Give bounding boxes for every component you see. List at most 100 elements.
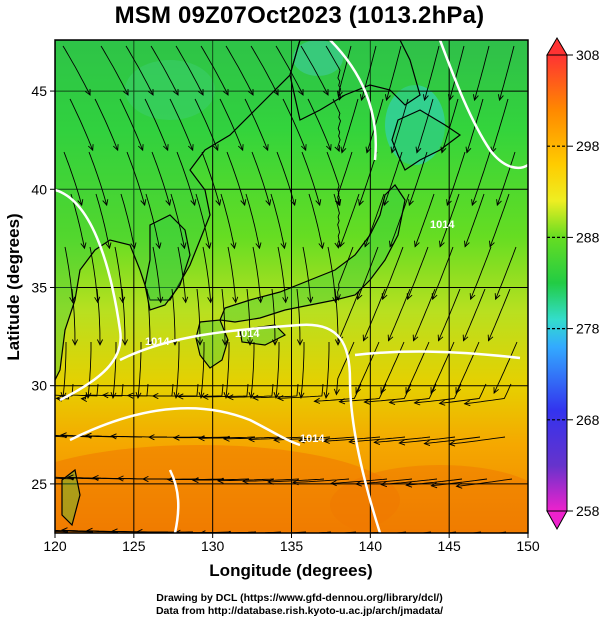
streamline-arrow bbox=[232, 296, 239, 304]
streamline bbox=[374, 436, 431, 443]
isobar-label: 1014 bbox=[300, 433, 325, 445]
streamline bbox=[495, 246, 517, 300]
streamline-arrow bbox=[48, 433, 54, 438]
streamline bbox=[175, 45, 204, 96]
streamline bbox=[270, 193, 285, 249]
streamline bbox=[449, 436, 506, 445]
streamline-arrow bbox=[318, 242, 325, 250]
streamline bbox=[399, 436, 456, 444]
streamline-arrow bbox=[137, 144, 144, 152]
streamline-arrow bbox=[358, 199, 364, 207]
streamline-arrow bbox=[469, 293, 476, 301]
streamline-arrow bbox=[359, 94, 366, 102]
streamline bbox=[55, 434, 93, 438]
streamline bbox=[226, 151, 246, 206]
streamline-arrow bbox=[448, 440, 456, 447]
streamline bbox=[125, 45, 154, 96]
streamline bbox=[202, 246, 212, 303]
streamline-arrow bbox=[255, 242, 262, 250]
streamline-arrow bbox=[199, 530, 206, 533]
streamline bbox=[126, 151, 146, 206]
streamline bbox=[275, 45, 304, 96]
streamline bbox=[439, 193, 460, 247]
streamline-arrow bbox=[334, 199, 341, 207]
streamline bbox=[491, 98, 509, 153]
streamline bbox=[246, 288, 251, 345]
streamline-arrow bbox=[110, 392, 117, 399]
streamline-arrow bbox=[123, 88, 129, 96]
streamline bbox=[100, 45, 129, 96]
streamline bbox=[424, 436, 481, 445]
streamline bbox=[488, 288, 511, 341]
streamline-arrow bbox=[362, 334, 369, 342]
streamline-arrow bbox=[91, 474, 99, 481]
streamline bbox=[71, 288, 76, 345]
streamline bbox=[220, 193, 235, 249]
streamline-arrow bbox=[205, 242, 212, 250]
streamline bbox=[341, 98, 359, 153]
streamline bbox=[62, 45, 91, 96]
streamline-arrow bbox=[165, 199, 172, 207]
streamline-arrow bbox=[408, 199, 414, 207]
streamline bbox=[170, 193, 185, 249]
streamline-arrow bbox=[187, 144, 194, 152]
streamline-arrow bbox=[226, 394, 234, 401]
streamline-arrow bbox=[151, 392, 159, 400]
credit-line-1: Drawing by DCL (https://www.gfd-dennou.o… bbox=[156, 592, 443, 604]
streamline-arrow bbox=[290, 199, 297, 207]
streamline-arrow bbox=[262, 144, 269, 152]
streamline-arrow bbox=[334, 339, 342, 346]
streamline bbox=[337, 246, 354, 301]
streamline-arrow bbox=[237, 144, 244, 152]
streamline bbox=[63, 151, 83, 206]
streamline bbox=[332, 98, 341, 152]
streamline bbox=[277, 383, 324, 399]
streamline-arrow bbox=[190, 199, 197, 207]
x-tick-label: 135 bbox=[280, 538, 304, 554]
streamline bbox=[152, 246, 162, 303]
streamline bbox=[355, 341, 380, 394]
y-axis-label: Latitude (degrees) bbox=[4, 213, 23, 360]
credit-text: Drawing by DCL (https://www.gfd-dennou.o… bbox=[0, 592, 599, 618]
streamline-arrow bbox=[350, 534, 356, 539]
streamline bbox=[200, 342, 205, 398]
streamline bbox=[64, 246, 74, 303]
colorbar-tick-label: 298 bbox=[576, 138, 599, 154]
streamline-arrow bbox=[85, 392, 92, 399]
streamline bbox=[414, 193, 435, 247]
streamline-arrow bbox=[330, 532, 331, 533]
streamline-arrow bbox=[267, 478, 274, 485]
streamline-arrow bbox=[248, 392, 255, 399]
streamline-arrow bbox=[355, 387, 361, 395]
streamline-arrow bbox=[380, 481, 388, 488]
streamline-arrow bbox=[222, 435, 230, 442]
streamline-arrow bbox=[493, 387, 499, 395]
streamline bbox=[194, 98, 219, 151]
map-figure: 1014 1014 1014 1014 120 125 130 135 140 145 150 2… bbox=[4, 37, 599, 580]
streamline-arrow bbox=[248, 88, 254, 96]
streamline-arrow bbox=[387, 334, 394, 342]
streamline-arrow bbox=[242, 478, 249, 485]
streamline-arrow bbox=[162, 144, 169, 152]
streamline-arrow bbox=[383, 199, 389, 207]
streamline-arrow bbox=[462, 334, 469, 342]
streamline-arrow bbox=[323, 392, 330, 399]
streamline-arrow bbox=[216, 477, 224, 484]
streamline-arrow bbox=[315, 199, 322, 207]
streamline bbox=[119, 98, 144, 151]
streamline-arrow bbox=[221, 339, 229, 346]
streamline bbox=[300, 45, 329, 96]
x-axis-label: Longitude (degrees) bbox=[209, 561, 372, 580]
streamline bbox=[407, 246, 429, 300]
streamline bbox=[430, 341, 455, 394]
streamline bbox=[252, 246, 262, 303]
streamline-arrow bbox=[390, 146, 397, 154]
streamline bbox=[69, 98, 94, 151]
streamline-arrow bbox=[265, 199, 272, 207]
streamline bbox=[381, 478, 438, 486]
streamline bbox=[112, 342, 117, 398]
streamline-arrow bbox=[101, 392, 109, 399]
isobar-line bbox=[55, 188, 122, 402]
streamline-arrow bbox=[198, 88, 204, 96]
streamline-arrow bbox=[487, 334, 494, 342]
